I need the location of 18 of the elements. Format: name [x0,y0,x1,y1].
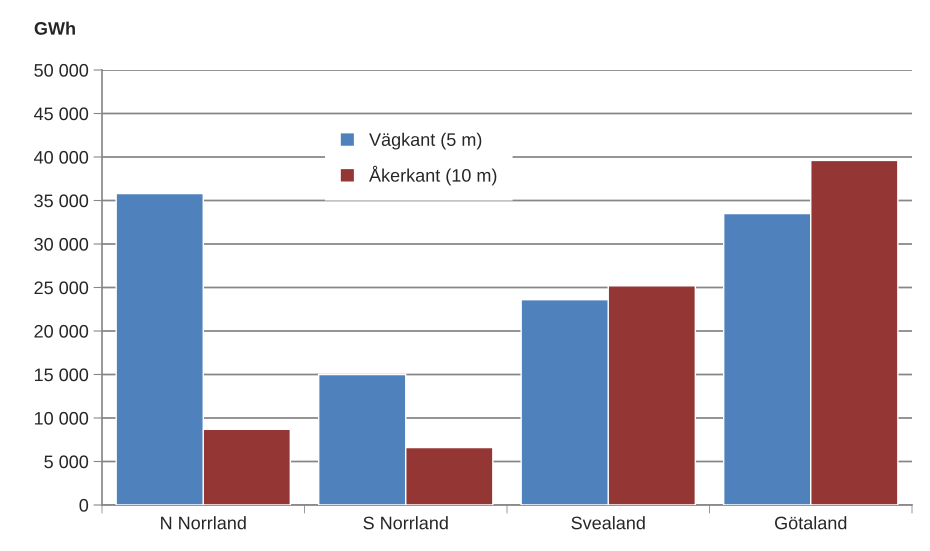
y-tick-label: 30 000 [34,238,88,251]
y-tick-label: 40 000 [34,150,88,164]
legend-label: Vägkant (5 m) [369,132,482,150]
y-tick-label: 10 000 [34,412,88,425]
y-tick-label: 0 [79,498,88,512]
y-tick-label: 5 000 [44,455,88,468]
x-tick-label: Svealand [571,516,645,530]
x-tick-label: S Norrland [363,516,448,530]
y-tick-label: 25 000 [34,281,88,294]
y-axis-title: GWh [34,22,75,35]
y-tick-label: 15 000 [34,368,88,382]
y-tick-label: 35 000 [34,194,88,208]
y-tick-label: 45 000 [34,107,88,120]
legend-label: Åkerkant (10 m) [369,166,496,186]
y-tick-label: 20 000 [34,324,88,338]
y-tick-label: 50 000 [34,64,88,77]
x-tick-label: Götaland [775,516,846,530]
x-tick-label: N Norrland [161,516,246,530]
